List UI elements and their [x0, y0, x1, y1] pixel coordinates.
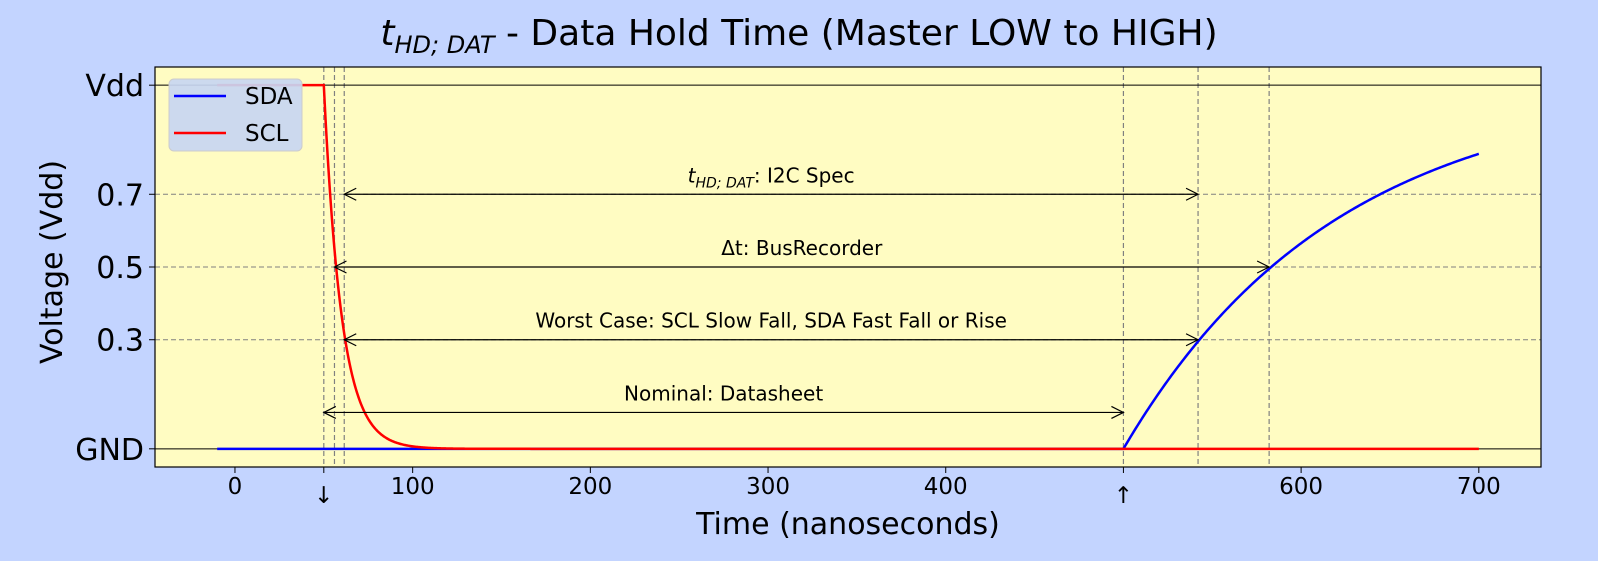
x-tick-label: ↓ [314, 483, 333, 509]
chart-title-subscript: HD; DAT [394, 31, 496, 59]
y-tick-label: 0.3 [96, 324, 144, 359]
annotation-arrowhead-right [1111, 405, 1125, 419]
annotation-label-subscript: HD; DAT [696, 175, 756, 191]
series-line-scl [217, 83, 1479, 451]
annotation-label-rest: : I2C Spec [754, 163, 855, 187]
annotation-arrowhead-right [1256, 260, 1271, 274]
annotation-label: tHD; DAT: I2C Spec [688, 163, 855, 191]
annotation-label: Worst Case: SCL Slow Fall, SDA Fast Fall… [535, 309, 1007, 333]
legend-label-sda: SDA [245, 84, 293, 110]
x-tick-label: 700 [1457, 474, 1501, 500]
x-axis-label: Time (nanoseconds) [695, 507, 1000, 542]
y-tick-label: 0.5 [96, 251, 144, 286]
annotation-arrowhead-left [333, 260, 347, 274]
annotation-label-text: Nominal: Datasheet [624, 381, 823, 405]
x-tick-label: ↑ [1114, 483, 1133, 509]
x-tick-label: 100 [391, 474, 435, 500]
x-tick-label: 200 [568, 474, 612, 500]
annotation-label: Δt: BusRecorder [721, 236, 883, 260]
annotation-label-text: Δt: BusRecorder [721, 236, 883, 260]
annotation-label: Nominal: Datasheet [624, 381, 823, 405]
x-tick-label: 0 [228, 474, 243, 500]
annotation-arrowhead-left [342, 187, 357, 201]
x-tick-label: 600 [1279, 474, 1323, 500]
y-axis-label: Voltage (Vdd) [35, 160, 70, 364]
chart-title-rest: - Data Hold Time (Master LOW to HIGH) [495, 13, 1218, 54]
annotation-label-text: t [688, 163, 697, 187]
chart-title-main: t [380, 13, 396, 54]
annotation-arrowhead-right [1185, 333, 1200, 347]
y-tick-label: GND [75, 433, 144, 468]
x-tick-label: 300 [746, 474, 790, 500]
annotation-arrowhead-left [342, 333, 357, 347]
x-tick-label: 400 [924, 474, 968, 500]
annotation-label-text: Worst Case: SCL Slow Fall, SDA Fast Fall… [535, 309, 1007, 333]
chart-title: tHD; DAT - Data Hold Time (Master LOW to… [380, 13, 1217, 59]
annotation-arrowhead-right [1185, 187, 1200, 201]
legend-label-scl: SCL [245, 121, 289, 147]
y-tick-label: Vdd [85, 69, 144, 104]
y-tick-label: 0.7 [96, 178, 144, 213]
annotation-arrowhead-left [322, 405, 337, 419]
